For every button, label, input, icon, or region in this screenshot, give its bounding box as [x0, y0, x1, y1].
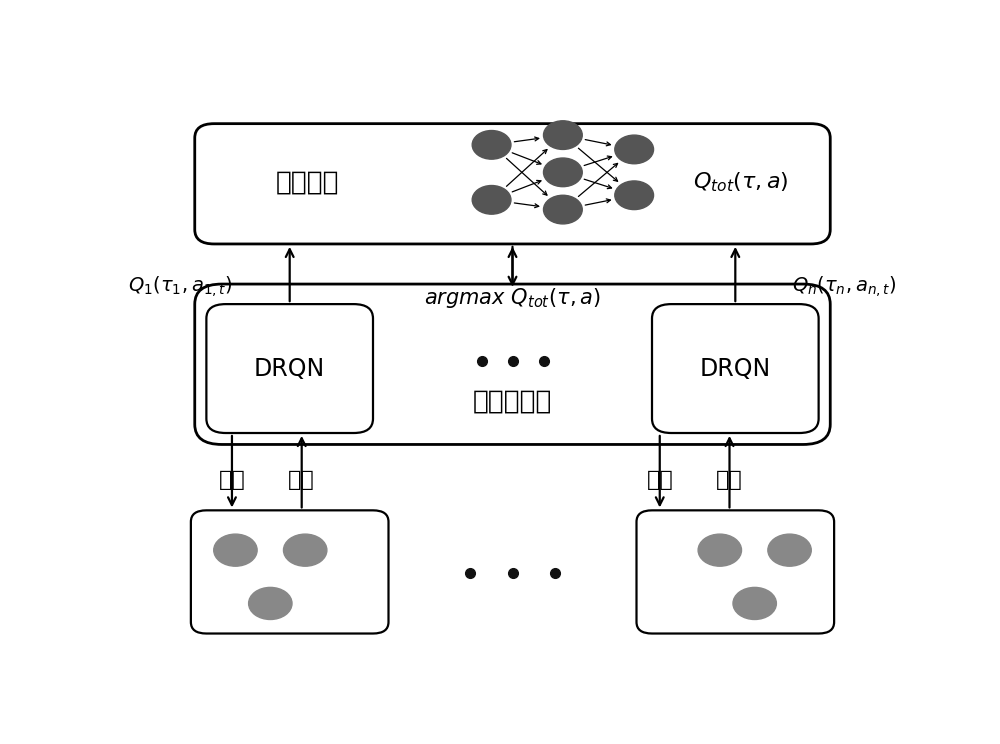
Text: 动作: 动作 — [219, 470, 245, 490]
FancyBboxPatch shape — [652, 304, 819, 433]
FancyBboxPatch shape — [206, 304, 373, 433]
Text: 观测: 观测 — [646, 470, 673, 490]
FancyBboxPatch shape — [191, 510, 388, 634]
Circle shape — [283, 534, 327, 566]
Text: 动作: 动作 — [716, 470, 743, 490]
Text: $Q_1(\tau_1,a_{1,t})$: $Q_1(\tau_1,a_{1,t})$ — [128, 275, 233, 299]
Circle shape — [544, 121, 582, 150]
Circle shape — [768, 534, 811, 566]
Text: 观测: 观测 — [288, 470, 315, 490]
Text: DRQN: DRQN — [700, 356, 771, 381]
Circle shape — [698, 534, 742, 566]
Circle shape — [544, 158, 582, 187]
FancyBboxPatch shape — [195, 284, 830, 444]
Circle shape — [214, 534, 257, 566]
Text: $Q_{tot}(\tau,a)$: $Q_{tot}(\tau,a)$ — [693, 170, 789, 194]
Circle shape — [615, 135, 654, 164]
Text: 分布式执行: 分布式执行 — [473, 388, 552, 414]
Text: 混合网络: 混合网络 — [275, 169, 339, 195]
Circle shape — [733, 588, 776, 620]
Circle shape — [472, 185, 511, 214]
Circle shape — [544, 195, 582, 224]
Text: $argmax\ Q_{tot}(\tau,a)$: $argmax\ Q_{tot}(\tau,a)$ — [424, 286, 601, 310]
FancyBboxPatch shape — [195, 124, 830, 244]
Circle shape — [472, 130, 511, 159]
Text: $Q_n(\tau_n,a_{n,t})$: $Q_n(\tau_n,a_{n,t})$ — [792, 275, 896, 299]
Circle shape — [249, 588, 292, 620]
FancyBboxPatch shape — [637, 510, 834, 634]
Circle shape — [615, 181, 654, 210]
Text: DRQN: DRQN — [254, 356, 325, 381]
